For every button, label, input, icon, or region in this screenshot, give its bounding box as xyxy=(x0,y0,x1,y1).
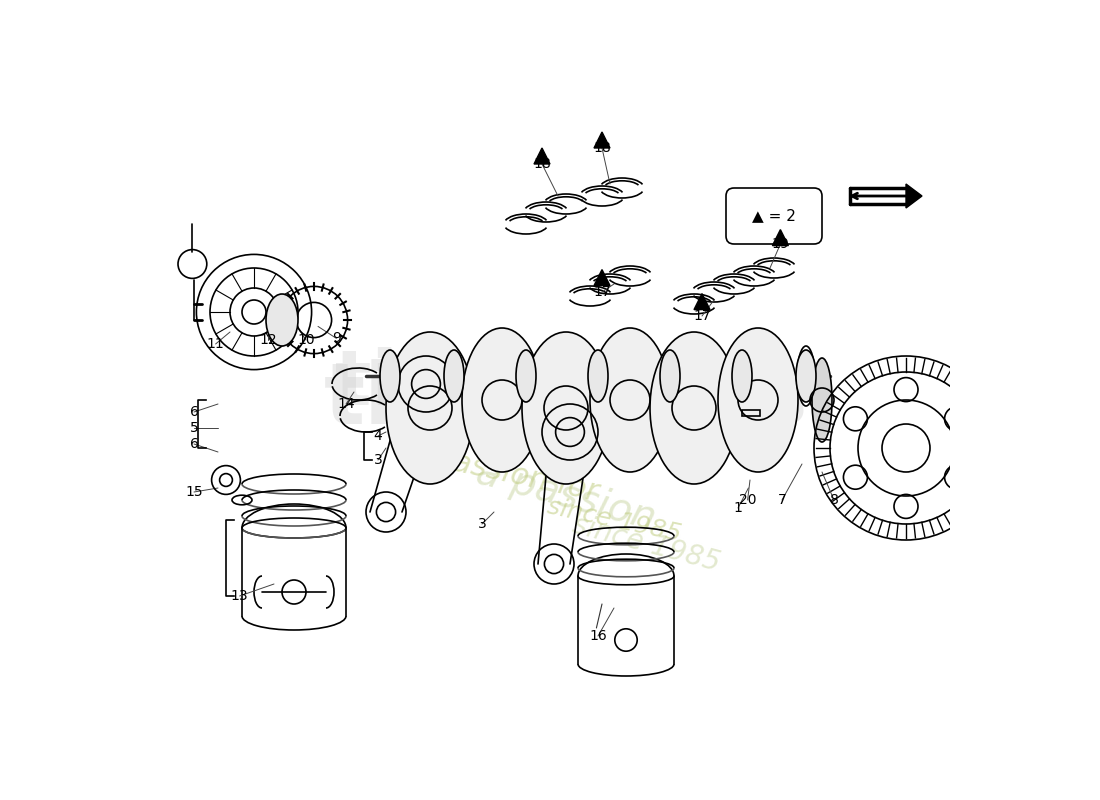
Text: 1: 1 xyxy=(734,501,742,515)
Text: tirepartes: tirepartes xyxy=(336,347,764,421)
Polygon shape xyxy=(594,270,610,286)
Text: 4: 4 xyxy=(374,429,383,443)
Text: ▲ = 2: ▲ = 2 xyxy=(752,209,796,223)
Ellipse shape xyxy=(522,332,611,484)
Text: 6: 6 xyxy=(189,405,198,419)
Ellipse shape xyxy=(588,350,608,402)
Text: 8: 8 xyxy=(829,493,838,507)
Text: 19: 19 xyxy=(771,237,790,251)
Text: 14: 14 xyxy=(338,397,355,411)
Polygon shape xyxy=(594,132,610,148)
Text: 20: 20 xyxy=(739,493,757,507)
Text: 10: 10 xyxy=(297,333,315,347)
Polygon shape xyxy=(772,230,789,246)
Text: 18: 18 xyxy=(534,157,551,171)
Text: 7: 7 xyxy=(778,493,786,507)
Ellipse shape xyxy=(650,332,738,484)
Ellipse shape xyxy=(516,350,536,402)
FancyBboxPatch shape xyxy=(726,188,822,244)
Polygon shape xyxy=(906,184,922,208)
Text: 9: 9 xyxy=(332,331,341,346)
Polygon shape xyxy=(534,148,550,164)
Ellipse shape xyxy=(718,328,798,472)
Text: tirepartes: tirepartes xyxy=(323,358,808,442)
Ellipse shape xyxy=(462,328,542,472)
Polygon shape xyxy=(694,294,710,310)
Ellipse shape xyxy=(796,350,816,402)
Text: 5: 5 xyxy=(189,421,198,435)
Text: 13: 13 xyxy=(231,589,249,603)
Text: 17: 17 xyxy=(693,309,711,323)
Text: a passion for: a passion for xyxy=(403,438,601,506)
Ellipse shape xyxy=(590,328,670,472)
Ellipse shape xyxy=(266,294,298,346)
Bar xyxy=(742,410,760,416)
Ellipse shape xyxy=(444,350,464,402)
Ellipse shape xyxy=(812,358,832,442)
Ellipse shape xyxy=(379,350,400,402)
Ellipse shape xyxy=(660,350,680,402)
Text: 3: 3 xyxy=(374,453,383,467)
Text: 12: 12 xyxy=(260,333,277,347)
Text: 18: 18 xyxy=(593,141,611,155)
Text: since 1985: since 1985 xyxy=(569,511,723,577)
Text: 3: 3 xyxy=(477,517,486,531)
Ellipse shape xyxy=(732,350,752,402)
Ellipse shape xyxy=(386,332,474,484)
Text: 11: 11 xyxy=(207,337,224,351)
Text: 15: 15 xyxy=(185,485,202,499)
Text: 6: 6 xyxy=(189,437,198,451)
Text: since 1985: since 1985 xyxy=(544,494,683,546)
Text: 17: 17 xyxy=(593,285,611,299)
Text: a passion: a passion xyxy=(472,454,660,538)
Text: 16: 16 xyxy=(590,629,607,643)
